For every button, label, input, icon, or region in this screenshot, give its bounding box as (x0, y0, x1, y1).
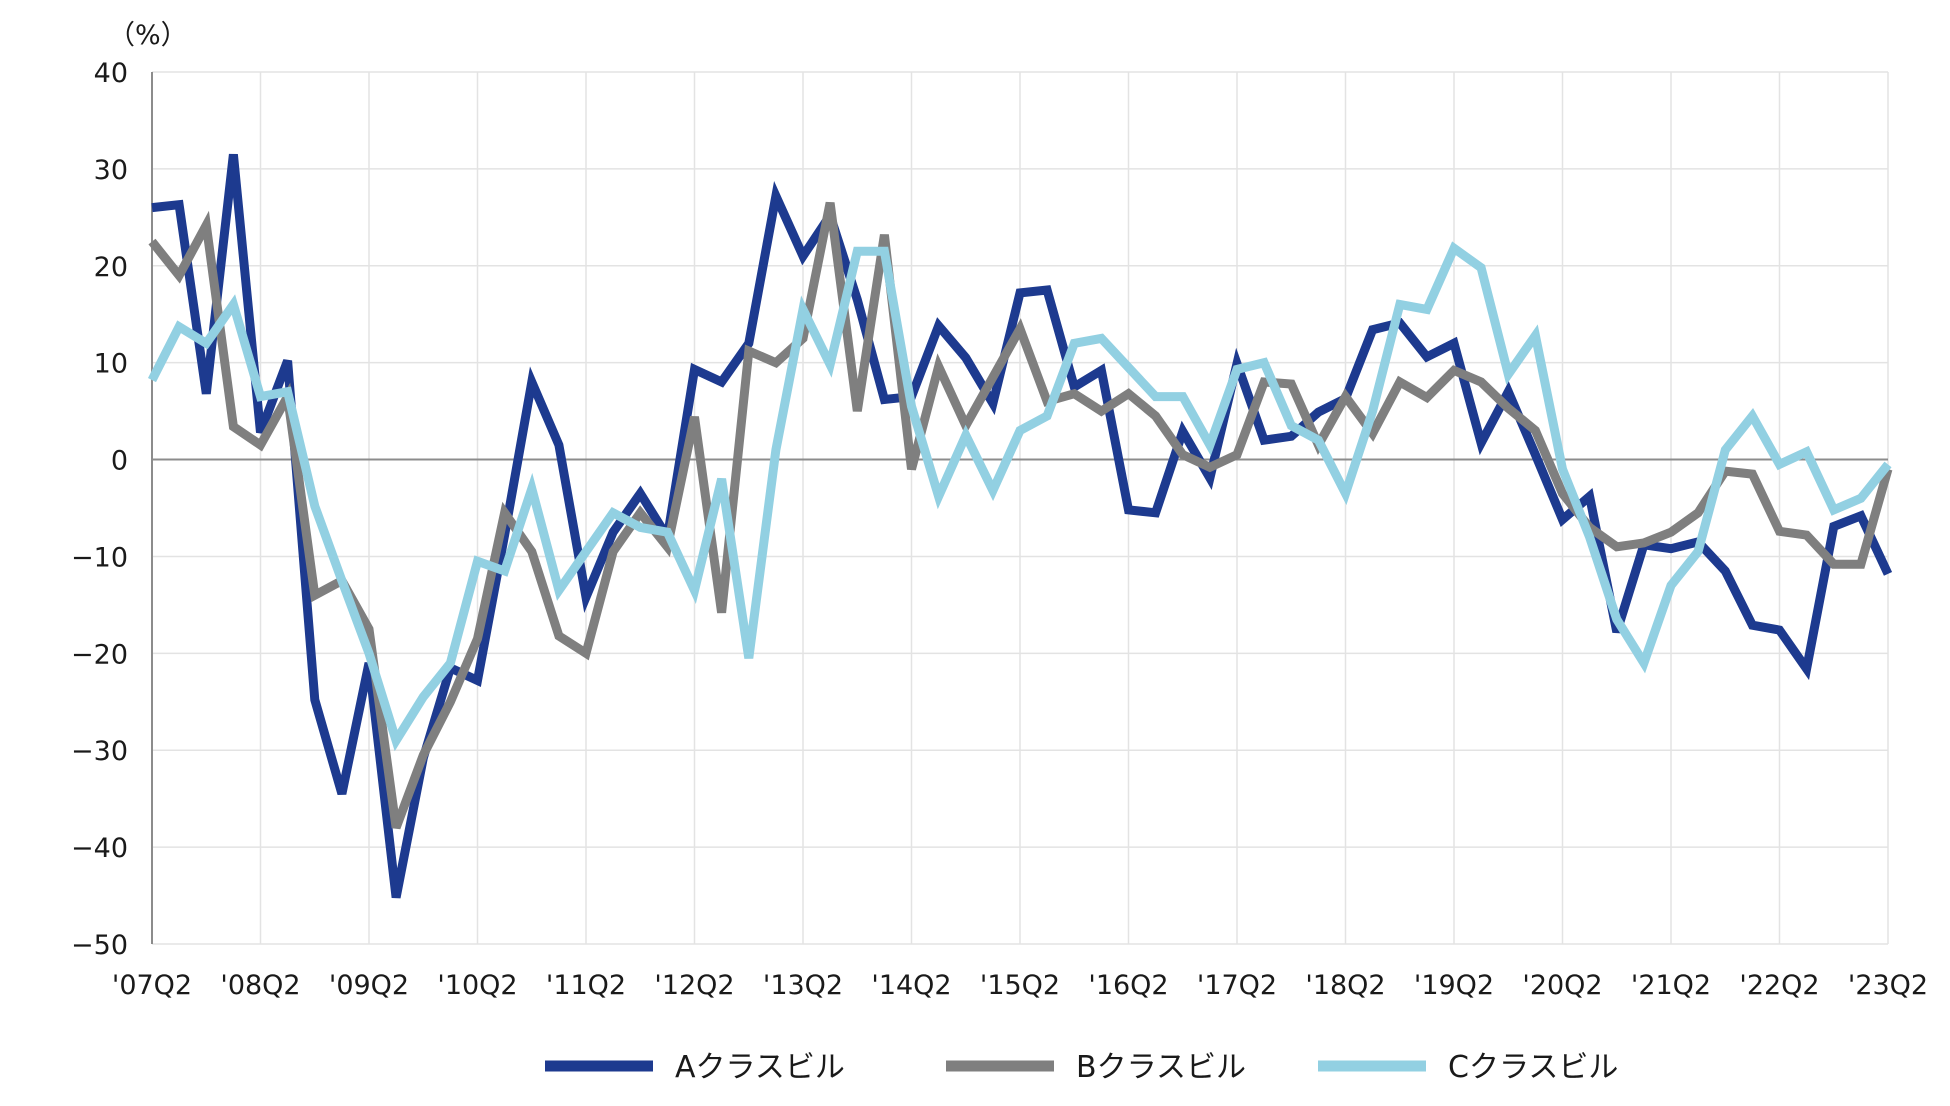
series-line-1 (151, 153, 1893, 899)
y-tick-label: −20 (71, 639, 128, 670)
x-tick-label: '22Q2 (1739, 970, 1819, 1001)
y-tick-label: −10 (71, 542, 128, 573)
y-tick-label: 30 (94, 155, 128, 186)
legend-item: Aクラスビル (545, 1050, 845, 1085)
series-lines (147, 153, 1893, 899)
x-tick-label: '20Q2 (1522, 970, 1602, 1001)
y-unit-label: （%） (108, 20, 188, 51)
x-tick-label: '16Q2 (1088, 970, 1168, 1001)
x-tick-label: '07Q2 (112, 970, 192, 1001)
x-tick-label: '14Q2 (871, 970, 951, 1001)
x-tick-label: '19Q2 (1414, 970, 1494, 1001)
x-tick-label: '11Q2 (546, 970, 626, 1001)
x-tick-label: '12Q2 (654, 970, 734, 1001)
x-tick-label: '17Q2 (1197, 970, 1277, 1001)
series-line-2 (148, 201, 1893, 830)
y-tick-label: 0 (111, 446, 128, 477)
series-line-3 (147, 241, 1892, 752)
x-tick-label: '18Q2 (1305, 970, 1385, 1001)
x-tick-label: '08Q2 (220, 970, 300, 1001)
y-tick-label: 40 (94, 58, 128, 89)
y-tick-label: 10 (94, 349, 128, 380)
legend-label: Bクラスビル (1076, 1050, 1246, 1085)
gridlines (151, 71, 1889, 945)
y-tick-label: −40 (71, 833, 128, 864)
x-tick-label: '13Q2 (763, 970, 843, 1001)
y-tick-label: 20 (94, 252, 128, 283)
legend-item: Bクラスビル (946, 1050, 1246, 1085)
x-tick-label: '21Q2 (1631, 970, 1711, 1001)
legend-item: Cクラスビル (1318, 1050, 1618, 1085)
legend-label: Aクラスビル (675, 1050, 845, 1085)
x-tick-label: '15Q2 (980, 970, 1060, 1001)
y-axis: 40 30 20 10 0 −10 −20 −30 −40 −50 （%） (71, 20, 188, 961)
x-tick-label: '23Q2 (1848, 970, 1928, 1001)
x-tick-label: '09Q2 (329, 970, 409, 1001)
y-tick-label: −50 (71, 930, 128, 961)
legend-label: Cクラスビル (1448, 1050, 1618, 1085)
x-axis: '07Q2 '08Q2 '09Q2 '10Q2 '11Q2 '12Q2 '13Q2 '14Q2… (112, 970, 1928, 1001)
legend: Aクラスビル Bクラスビル Cクラスビル (545, 1050, 1618, 1085)
x-tick-label: '10Q2 (437, 970, 517, 1001)
y-tick-label: −30 (71, 736, 128, 767)
